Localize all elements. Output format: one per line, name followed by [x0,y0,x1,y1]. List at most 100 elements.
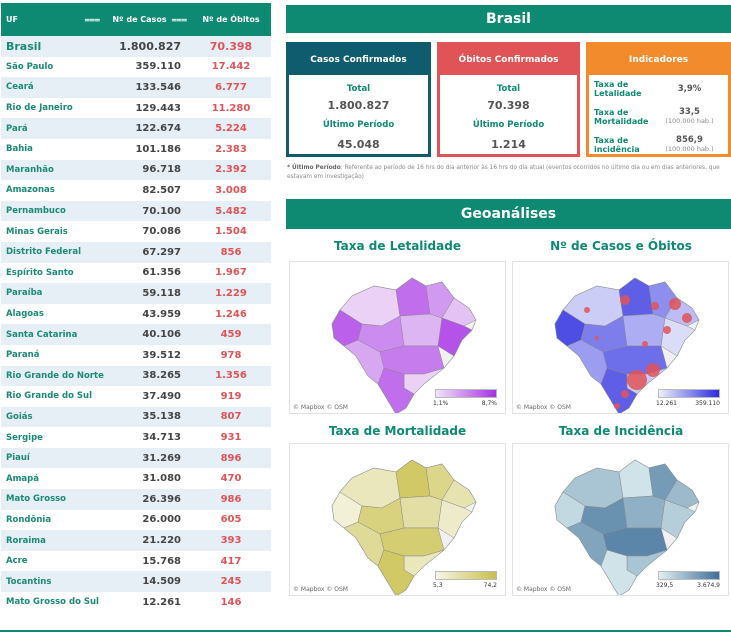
table-row[interactable]: Pará 122.674 5.224 [1,118,271,139]
death-bubble[interactable] [646,363,660,377]
table-row[interactable]: Minas Gerais 70.086 1.504 [1,221,271,242]
table-row[interactable]: Mato Grosso 26.396 986 [1,489,271,510]
cell-uf: Alagoas [6,309,44,320]
footer-divider [0,630,731,632]
table-row[interactable]: São Paulo 359.110 17.442 [1,56,271,78]
table-row[interactable]: Mato Grosso do Sul 12.261 146 [1,592,271,613]
table-row[interactable]: Espírito Santo 61.356 1.967 [1,262,271,284]
cell-uf: Goiás [6,411,33,422]
table-row[interactable]: Maranhão 96.718 2.392 [1,159,271,181]
map-casos-obitos[interactable]: 12.261 359.110 © Mapbox © OSM [512,261,729,414]
brazil-map[interactable] [513,262,729,414]
cell-casos: 34.713 [142,432,181,444]
state-region[interactable] [441,479,477,509]
map-attribution[interactable]: © Mapbox © OSM [293,586,348,593]
table-row[interactable]: Ceará 133.546 6.777 [1,77,271,98]
map-attribution[interactable]: © Mapbox © OSM [293,404,348,411]
cell-uf: Sergipe [6,432,43,443]
death-bubble[interactable] [669,298,681,310]
death-bubble[interactable] [584,307,590,313]
cell-casos: 59.118 [142,287,181,299]
state-region[interactable] [566,339,608,385]
table-row[interactable]: Rondônia 26.000 605 [1,509,271,531]
death-bubble[interactable] [651,302,659,310]
table-row[interactable]: Pernambuco 70.100 5.482 [1,200,271,222]
map-mortalidade[interactable]: 5,3 74,2 © Mapbox © OSM [289,443,506,596]
indicator-mortalidade: Taxa de Mortalidade 33,5 (100.000 hab.) [589,103,728,131]
filter-icon[interactable]: ⩶ [84,14,100,25]
table-row[interactable]: Acre 15.768 417 [1,550,271,572]
cell-obitos: 1.967 [215,267,247,279]
table-row[interactable]: Piauí 31.269 896 [1,447,271,469]
col-header-uf-label: UF [6,15,18,24]
table-row[interactable]: Bahia 101.186 2.383 [1,138,271,160]
period-note: * Último Período: Referente ao período d… [287,164,727,182]
table-row[interactable]: Paraíba 59.118 1.229 [1,283,271,304]
table-row[interactable]: Rio Grande do Sul 37.490 919 [1,386,271,407]
death-bubble[interactable] [627,370,647,390]
filter-icon[interactable]: ⩶ [171,14,187,25]
table-row[interactable]: Tocantins 14.509 245 [1,571,271,593]
death-bubble[interactable] [621,390,629,398]
cell-uf: Bahia [6,144,33,155]
indicadores-card-title: Indicadores [589,45,728,75]
table-row[interactable]: Amazonas 82.507 3.008 [1,180,271,201]
map-legend [435,389,497,398]
state-region[interactable] [343,521,385,567]
table-row[interactable]: Roraima 21.220 393 [1,530,271,551]
death-bubble[interactable] [642,341,648,347]
state-region[interactable] [664,479,700,509]
table-header: UF ⩶ Nº de Casos ⩶ Nº de Óbitos [1,3,271,36]
table-row-total[interactable]: Brasil 1.800.827 70.398 [1,36,271,57]
brazil-map[interactable] [290,262,506,414]
state-region[interactable] [343,339,385,385]
cell-casos: 31.080 [142,473,181,485]
death-bubble[interactable] [682,313,692,323]
table-row[interactable]: Amapá 31.080 470 [1,468,271,490]
map-attribution[interactable]: © Mapbox © OSM [516,404,571,411]
brasil-title: Brasil [286,5,731,33]
map-attribution[interactable]: © Mapbox © OSM [516,586,571,593]
cell-uf: Amazonas [6,185,55,196]
table-row[interactable]: Distrito Federal 67.297 856 [1,241,271,263]
table-row[interactable]: Paraná 39.512 978 [1,344,271,366]
cell-obitos: 6.777 [215,81,247,93]
table-row[interactable]: Rio Grande do Norte 38.265 1.356 [1,365,271,387]
map-letalidade[interactable]: 1,1% 8,7% © Mapbox © OSM [289,261,506,414]
brazil-map[interactable] [290,444,506,596]
table-row[interactable]: Alagoas 43.959 1.246 [1,303,271,325]
cell-casos: 61.356 [142,267,181,279]
state-region[interactable] [377,367,415,414]
letalidade-label: Taxa de Letalidade [594,80,642,98]
state-region[interactable] [600,367,638,414]
col-header-casos[interactable]: Nº de Casos ⩶ [106,15,191,25]
state-region[interactable] [399,313,443,347]
state-region[interactable] [441,297,477,327]
brazil-map[interactable] [513,444,729,596]
death-bubble[interactable] [614,403,620,409]
table-row[interactable]: Goiás 35.138 807 [1,406,271,428]
state-region[interactable] [377,549,415,596]
table-row[interactable]: Rio de Janeiro 129.443 11.280 [1,97,271,119]
cell-casos: 43.959 [142,308,181,320]
col-header-uf[interactable]: UF ⩶ [1,15,106,25]
legend-labels: 1,1% 8,7% [433,400,497,407]
table-row[interactable]: Santa Catarina 40.106 459 [1,324,271,345]
death-bubble[interactable] [663,326,671,334]
state-region[interactable] [566,521,608,567]
death-bubble[interactable] [620,295,630,305]
death-bubble[interactable] [595,336,599,340]
cell-casos: 38.265 [142,370,181,382]
state-region[interactable] [399,495,443,529]
col-header-obitos[interactable]: Nº de Óbitos [202,15,260,24]
state-region[interactable] [600,549,638,596]
cell-casos: 35.138 [142,411,181,423]
map-incidencia[interactable]: 329,5 3.674,9 © Mapbox © OSM [512,443,729,596]
table-row[interactable]: Sergipe 34.713 931 [1,427,271,448]
state-region[interactable] [618,459,654,499]
cell-obitos: 3.008 [215,184,247,196]
state-region[interactable] [395,277,431,317]
state-region[interactable] [622,495,666,529]
cell-casos: 101.186 [135,143,181,155]
state-region[interactable] [395,459,431,499]
